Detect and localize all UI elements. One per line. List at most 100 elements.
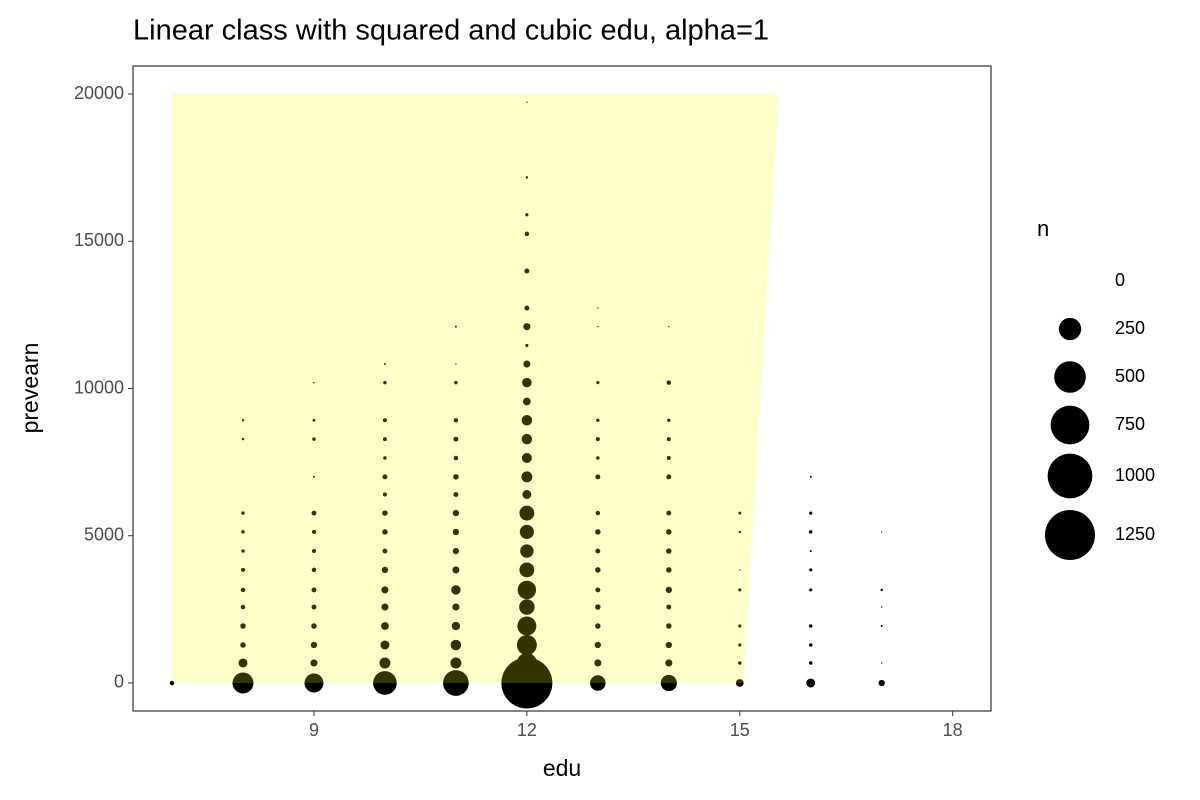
point bbox=[666, 548, 672, 554]
point bbox=[311, 549, 316, 554]
point bbox=[660, 674, 677, 692]
point bbox=[668, 325, 670, 328]
point bbox=[454, 325, 457, 328]
x-tick-label: 18 bbox=[943, 720, 963, 740]
chart-title: Linear class with squared and cubic edu,… bbox=[133, 15, 769, 47]
point bbox=[738, 661, 742, 665]
point bbox=[666, 510, 672, 516]
point bbox=[809, 643, 813, 647]
point bbox=[450, 639, 462, 651]
point bbox=[520, 544, 534, 558]
point bbox=[240, 642, 246, 648]
point bbox=[521, 471, 533, 483]
point bbox=[383, 456, 387, 460]
point bbox=[383, 363, 386, 366]
point bbox=[382, 548, 388, 554]
point bbox=[454, 380, 458, 385]
point bbox=[595, 623, 601, 629]
y-tick-label: 0 bbox=[114, 672, 124, 692]
point bbox=[310, 659, 318, 667]
point bbox=[311, 529, 316, 534]
point bbox=[878, 679, 885, 687]
point bbox=[381, 622, 389, 630]
point bbox=[595, 474, 601, 480]
x-axis-title: edu bbox=[543, 755, 581, 781]
point bbox=[380, 640, 390, 650]
point bbox=[453, 455, 459, 461]
point bbox=[169, 680, 175, 686]
point bbox=[443, 670, 469, 696]
point bbox=[382, 418, 387, 423]
point bbox=[666, 623, 672, 629]
point bbox=[666, 437, 671, 442]
point bbox=[522, 377, 532, 388]
point bbox=[525, 213, 529, 217]
legend-label: 1000 bbox=[1115, 465, 1155, 485]
point bbox=[809, 550, 812, 553]
point bbox=[666, 380, 672, 385]
point bbox=[241, 549, 245, 553]
y-tick-label: 5000 bbox=[84, 524, 124, 544]
legend-label: 250 bbox=[1115, 318, 1145, 338]
x-tick-label: 15 bbox=[730, 720, 750, 740]
point bbox=[738, 530, 741, 534]
point bbox=[452, 509, 460, 517]
point bbox=[310, 641, 318, 649]
point bbox=[241, 511, 245, 515]
point bbox=[381, 586, 389, 594]
point bbox=[383, 380, 387, 385]
point bbox=[809, 588, 813, 592]
point bbox=[806, 678, 816, 688]
point bbox=[521, 415, 533, 426]
point bbox=[516, 635, 537, 656]
point bbox=[311, 510, 317, 516]
point bbox=[738, 511, 742, 515]
point bbox=[523, 360, 531, 368]
legend-key bbox=[1047, 453, 1093, 499]
point bbox=[596, 381, 600, 385]
point bbox=[519, 505, 535, 521]
point bbox=[595, 529, 601, 535]
point bbox=[240, 604, 246, 610]
point bbox=[311, 587, 317, 593]
point bbox=[880, 588, 883, 592]
legend-key bbox=[1050, 405, 1090, 445]
point bbox=[382, 492, 387, 497]
point bbox=[881, 606, 883, 608]
point bbox=[521, 433, 533, 445]
point bbox=[453, 418, 459, 423]
point bbox=[311, 623, 317, 629]
point bbox=[595, 510, 601, 516]
point bbox=[597, 325, 599, 328]
point bbox=[451, 585, 461, 595]
point bbox=[666, 567, 672, 573]
point bbox=[665, 586, 672, 594]
point bbox=[516, 652, 537, 673]
point bbox=[241, 437, 245, 441]
point bbox=[521, 453, 532, 464]
point bbox=[452, 603, 460, 611]
point bbox=[735, 679, 744, 687]
point bbox=[382, 474, 388, 480]
y-tick-label: 10000 bbox=[74, 377, 124, 397]
point bbox=[238, 658, 248, 668]
point bbox=[522, 397, 531, 406]
y-tick-label: 15000 bbox=[74, 230, 124, 250]
point bbox=[595, 567, 601, 573]
point bbox=[382, 529, 388, 535]
point bbox=[523, 323, 531, 331]
point bbox=[524, 268, 530, 274]
point bbox=[525, 176, 529, 179]
point bbox=[241, 567, 245, 572]
y-axis-title: prevearn bbox=[17, 343, 43, 434]
point bbox=[524, 231, 530, 237]
point bbox=[312, 475, 315, 478]
point bbox=[666, 604, 672, 610]
point bbox=[809, 511, 813, 515]
point bbox=[881, 662, 883, 664]
point bbox=[667, 418, 671, 423]
point bbox=[522, 490, 532, 499]
class-region bbox=[172, 94, 779, 683]
legend-title: n bbox=[1037, 216, 1049, 241]
point bbox=[666, 529, 672, 535]
